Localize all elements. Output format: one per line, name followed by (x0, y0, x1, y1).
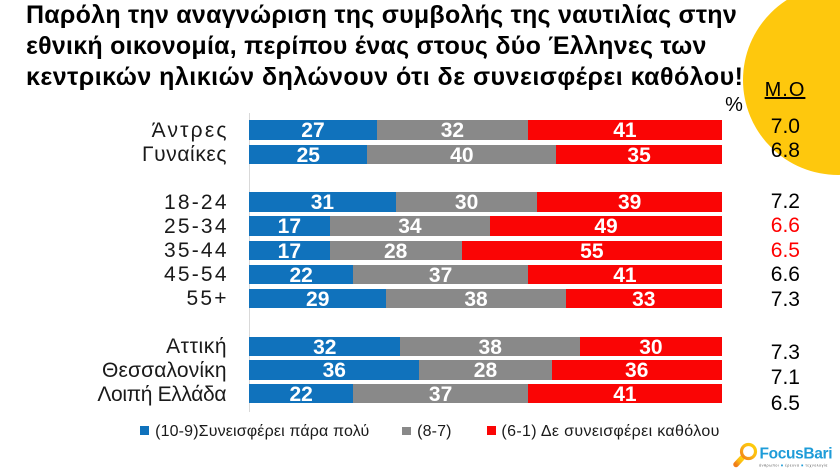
svg-text:FocusBari: FocusBari (760, 446, 833, 463)
svg-text:άνθρωποι ■ έρευνα ■ τεχνολογία: άνθρωποι ■ έρευνα ■ τεχνολογία (759, 464, 828, 468)
